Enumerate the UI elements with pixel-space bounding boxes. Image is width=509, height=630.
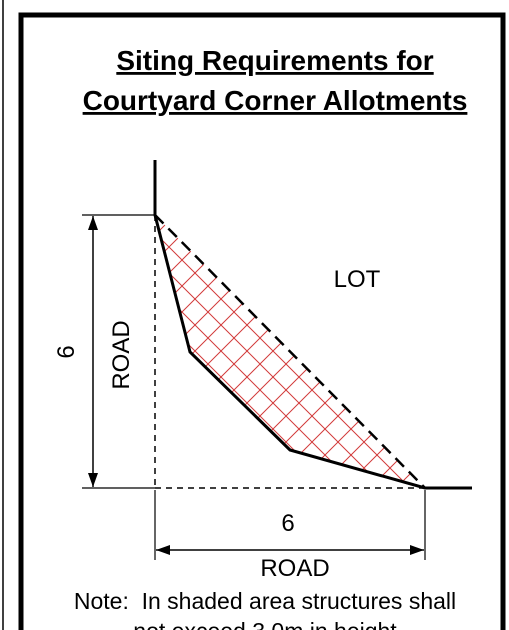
lot-label: LOT — [334, 266, 381, 293]
dimension-label: 6 — [53, 345, 80, 358]
frame — [18, 12, 506, 630]
note-line: not exceed 3.0m in height — [133, 618, 397, 630]
title-line: Siting Requirements for — [116, 45, 433, 76]
road-label: ROAD — [108, 320, 135, 389]
note-line: Note: In shaded area structures shall — [74, 588, 456, 614]
splay-line — [154, 214, 426, 489]
title-line: Courtyard Corner Allotments — [83, 85, 468, 116]
road-label: ROAD — [260, 555, 329, 582]
lot-boundary — [153, 160, 472, 490]
dimension-label: 6 — [281, 510, 294, 537]
